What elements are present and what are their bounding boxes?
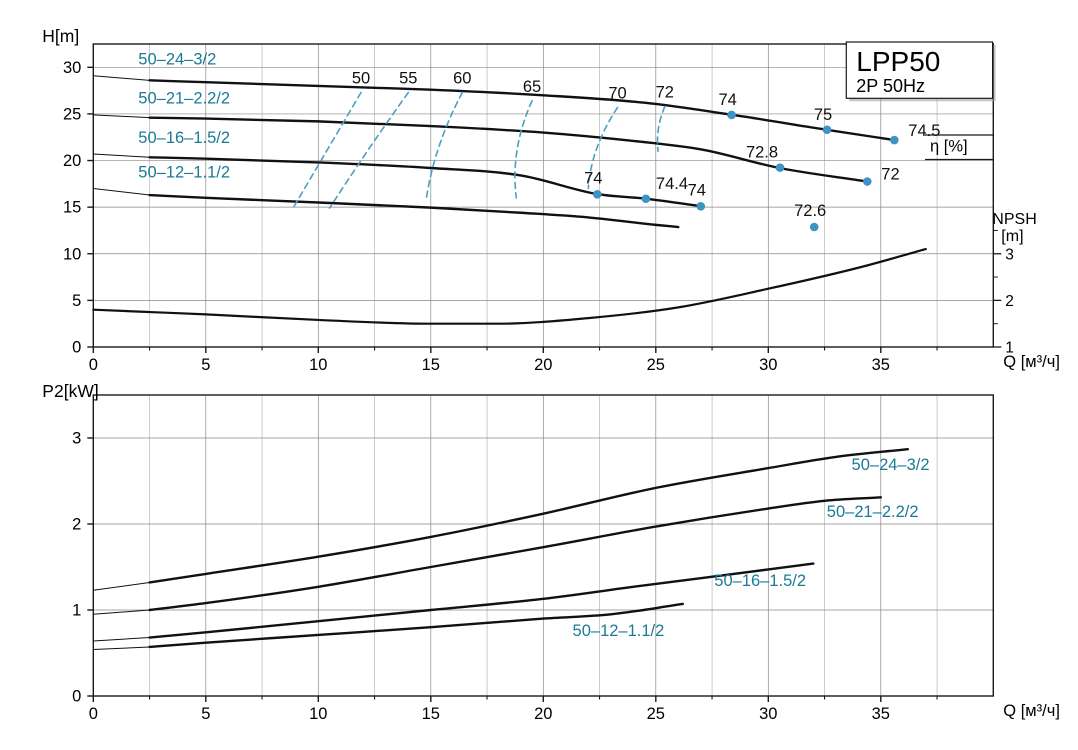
svg-text:NPSH: NPSH [992,211,1036,228]
svg-text:70: 70 [608,84,626,102]
svg-text:55: 55 [399,69,417,87]
svg-text:72.6: 72.6 [794,202,826,220]
svg-text:72.8: 72.8 [746,144,778,162]
svg-text:35: 35 [872,705,890,723]
svg-text:50–12–1.1/2: 50–12–1.1/2 [573,622,665,640]
svg-text:15: 15 [422,356,440,374]
svg-text:50–16–1.5/2: 50–16–1.5/2 [138,129,230,147]
svg-text:Q [м³/ч]: Q [м³/ч] [1003,702,1060,720]
svg-text:50–16–1.5/2: 50–16–1.5/2 [714,572,806,590]
svg-text:5: 5 [72,292,81,310]
svg-text:50: 50 [352,69,370,87]
svg-text:25: 25 [63,105,81,123]
svg-text:30: 30 [63,59,81,77]
svg-text:20: 20 [534,356,552,374]
svg-text:50–12–1.1/2: 50–12–1.1/2 [138,163,230,181]
svg-text:0: 0 [72,339,81,357]
svg-text:65: 65 [523,78,541,96]
svg-text:10: 10 [63,245,81,263]
svg-text:0: 0 [89,705,98,723]
svg-text:30: 30 [759,705,777,723]
svg-text:50–24–3/2: 50–24–3/2 [852,456,930,474]
svg-text:5: 5 [201,705,210,723]
svg-text:3: 3 [72,430,81,448]
svg-text:74: 74 [584,169,602,187]
svg-text:20: 20 [63,152,81,170]
svg-text:15: 15 [422,705,440,723]
svg-text:10: 10 [309,356,327,374]
svg-text:[m]: [m] [1001,228,1023,245]
svg-text:35: 35 [872,356,890,374]
svg-text:LPP50: LPP50 [856,46,940,77]
svg-text:50–21–2.2/2: 50–21–2.2/2 [827,503,919,521]
svg-text:2: 2 [1005,293,1014,310]
svg-text:60: 60 [453,69,471,87]
svg-text:74: 74 [718,91,736,109]
svg-text:50–24–3/2: 50–24–3/2 [138,51,216,69]
svg-text:15: 15 [63,199,81,217]
svg-text:0: 0 [72,688,81,706]
svg-text:3: 3 [1005,246,1014,263]
svg-text:5: 5 [201,356,210,374]
svg-text:1: 1 [72,602,81,620]
svg-text:74.5: 74.5 [908,122,940,140]
svg-text:η [%]: η [%] [930,138,968,156]
svg-text:25: 25 [647,705,665,723]
svg-text:2: 2 [72,516,81,534]
svg-text:50–21–2.2/2: 50–21–2.2/2 [138,90,230,108]
svg-text:P2[kW]: P2[kW] [42,381,98,401]
svg-text:25: 25 [647,356,665,374]
svg-text:2P 50Hz: 2P 50Hz [856,76,925,96]
svg-text:1: 1 [1005,340,1014,357]
svg-text:10: 10 [309,705,327,723]
svg-text:74.4: 74.4 [656,175,688,193]
svg-text:75: 75 [814,106,832,124]
svg-text:30: 30 [759,356,777,374]
svg-text:74: 74 [688,181,706,199]
svg-text:72: 72 [881,166,899,184]
svg-text:0: 0 [89,356,98,374]
svg-text:72: 72 [656,83,674,101]
svg-text:20: 20 [534,705,552,723]
svg-text:H[m]: H[m] [42,26,79,46]
